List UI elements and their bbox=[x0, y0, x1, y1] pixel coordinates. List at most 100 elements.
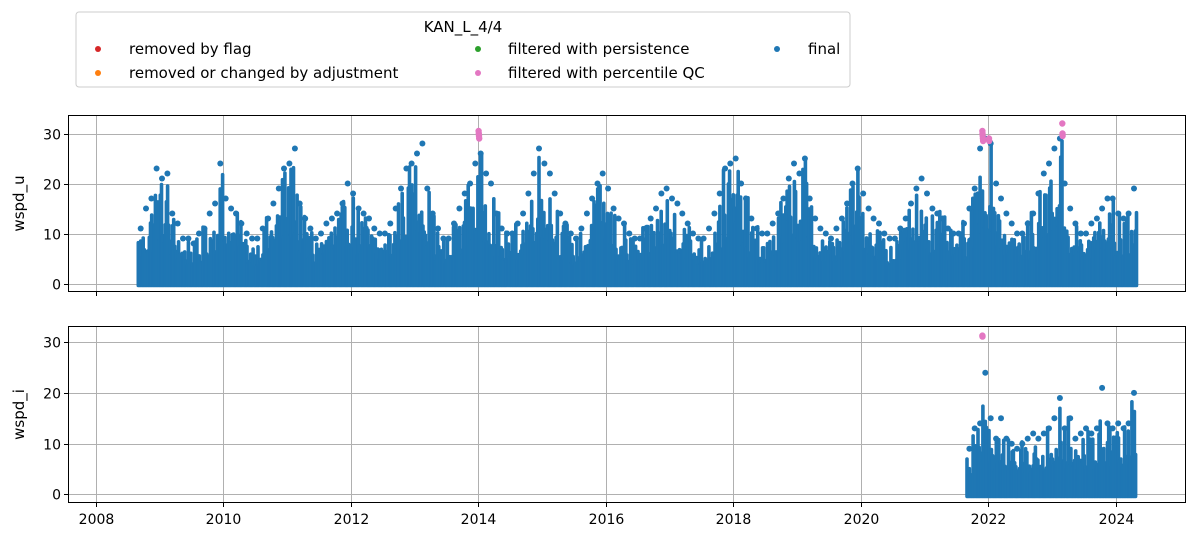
final-data-point bbox=[243, 230, 250, 237]
final-data-point bbox=[732, 155, 739, 162]
y-tick-label: 30 bbox=[43, 128, 61, 144]
y-tick-label: 10 bbox=[43, 438, 61, 454]
final-data-point bbox=[291, 145, 298, 152]
final-data-point bbox=[312, 235, 319, 242]
final-data-point bbox=[647, 215, 654, 222]
panel-wspd-u-final-series bbox=[136, 135, 1139, 288]
final-data-point bbox=[785, 175, 792, 182]
final-data-point bbox=[849, 180, 856, 187]
final-data-point bbox=[1120, 215, 1127, 222]
final-data-point bbox=[530, 170, 537, 177]
final-data-point bbox=[445, 235, 452, 242]
final-data-point bbox=[1008, 220, 1015, 227]
final-data-point bbox=[185, 235, 192, 242]
legend-title: KAN_L_4/4 bbox=[424, 18, 503, 37]
final-data-point bbox=[1093, 215, 1100, 222]
final-data-point bbox=[955, 230, 962, 237]
final-data-point bbox=[344, 180, 351, 187]
final-data-point bbox=[738, 180, 745, 187]
final-data-point bbox=[1051, 415, 1058, 422]
final-data-point bbox=[1024, 220, 1031, 227]
final-data-point bbox=[228, 205, 235, 212]
final-data-point bbox=[891, 235, 898, 242]
y-tick-label: 30 bbox=[43, 336, 61, 352]
final-data-point bbox=[1014, 445, 1021, 452]
legend-entry-removed-by-flag: removed by flag bbox=[95, 40, 252, 58]
final-data-point bbox=[525, 190, 532, 197]
final-data-point bbox=[1104, 195, 1111, 202]
final-data-point bbox=[1046, 425, 1052, 432]
final-data-point bbox=[435, 225, 441, 232]
final-data-point bbox=[488, 180, 494, 187]
final-data-point bbox=[1030, 430, 1037, 437]
final-data-point bbox=[605, 185, 612, 192]
final-data-point bbox=[711, 210, 718, 217]
final-data-point bbox=[589, 195, 596, 202]
final-data-point bbox=[908, 200, 914, 207]
final-data-point bbox=[1083, 230, 1089, 237]
final-data-point bbox=[302, 215, 309, 222]
final-data-point bbox=[419, 140, 426, 147]
final-data-point bbox=[971, 425, 978, 432]
final-data-point bbox=[1104, 420, 1111, 427]
final-data-point bbox=[275, 185, 282, 192]
final-data-point bbox=[913, 185, 920, 192]
percentile-qc-point bbox=[979, 137, 987, 145]
final-data-point bbox=[270, 200, 277, 207]
final-data-point bbox=[828, 235, 834, 242]
final-data-point bbox=[1120, 425, 1127, 432]
final-data-point bbox=[376, 230, 383, 237]
final-data-point bbox=[1072, 435, 1079, 442]
percentile-qc-point bbox=[979, 333, 986, 340]
final-data-point bbox=[690, 230, 696, 237]
final-data-point bbox=[1019, 230, 1026, 237]
legend-label-removed-by-flag: removed by flag bbox=[129, 40, 252, 58]
panel-wspd-u-percentile-qc-points bbox=[475, 120, 1066, 145]
final-data-point bbox=[1088, 430, 1095, 437]
legend-marker-filtered-percentile bbox=[475, 70, 481, 76]
final-data-point bbox=[509, 230, 516, 237]
final-data-point bbox=[679, 210, 686, 217]
final-data-point bbox=[190, 240, 197, 247]
final-data-point bbox=[759, 230, 766, 237]
final-data-point bbox=[695, 235, 702, 242]
final-data-point bbox=[812, 215, 819, 222]
final-data-point bbox=[578, 225, 585, 232]
legend-label-final: final bbox=[808, 40, 840, 58]
final-data-point bbox=[440, 235, 447, 242]
final-data-point bbox=[982, 369, 989, 376]
final-data-point bbox=[1109, 425, 1116, 432]
legend-entry-filtered-persistence: filtered with persistence bbox=[475, 40, 689, 58]
panel-wspd-i-percentile-qc-points bbox=[979, 332, 986, 340]
final-data-point bbox=[1115, 210, 1122, 217]
final-data-point bbox=[169, 210, 176, 217]
final-data-point bbox=[483, 170, 490, 177]
final-data-point bbox=[536, 145, 542, 152]
final-data-point bbox=[334, 210, 341, 217]
final-data-point bbox=[1088, 220, 1095, 227]
y-tick-label: 10 bbox=[43, 228, 61, 244]
final-data-point bbox=[993, 180, 1000, 187]
final-data-point bbox=[791, 160, 797, 167]
final-data-point bbox=[504, 230, 511, 237]
final-data-point bbox=[339, 200, 346, 207]
final-data-point bbox=[1083, 425, 1089, 432]
legend-marker-final bbox=[774, 46, 780, 52]
final-data-point bbox=[844, 200, 851, 207]
final-data-point bbox=[753, 225, 760, 232]
final-data-point bbox=[727, 160, 734, 167]
final-data-point bbox=[636, 235, 643, 242]
final-data-point bbox=[860, 190, 867, 197]
final-data-point bbox=[212, 200, 219, 207]
final-data-point bbox=[817, 225, 824, 232]
final-data-point bbox=[1024, 435, 1031, 442]
final-data-point bbox=[461, 190, 468, 197]
final-data-point bbox=[1040, 430, 1047, 437]
final-data-point bbox=[164, 170, 171, 177]
final-data-point bbox=[328, 215, 335, 222]
x-tick-label: 2022 bbox=[971, 512, 1007, 528]
final-data-point bbox=[775, 210, 782, 217]
final-data-point bbox=[716, 190, 723, 197]
y-tick-label: 20 bbox=[43, 178, 61, 194]
